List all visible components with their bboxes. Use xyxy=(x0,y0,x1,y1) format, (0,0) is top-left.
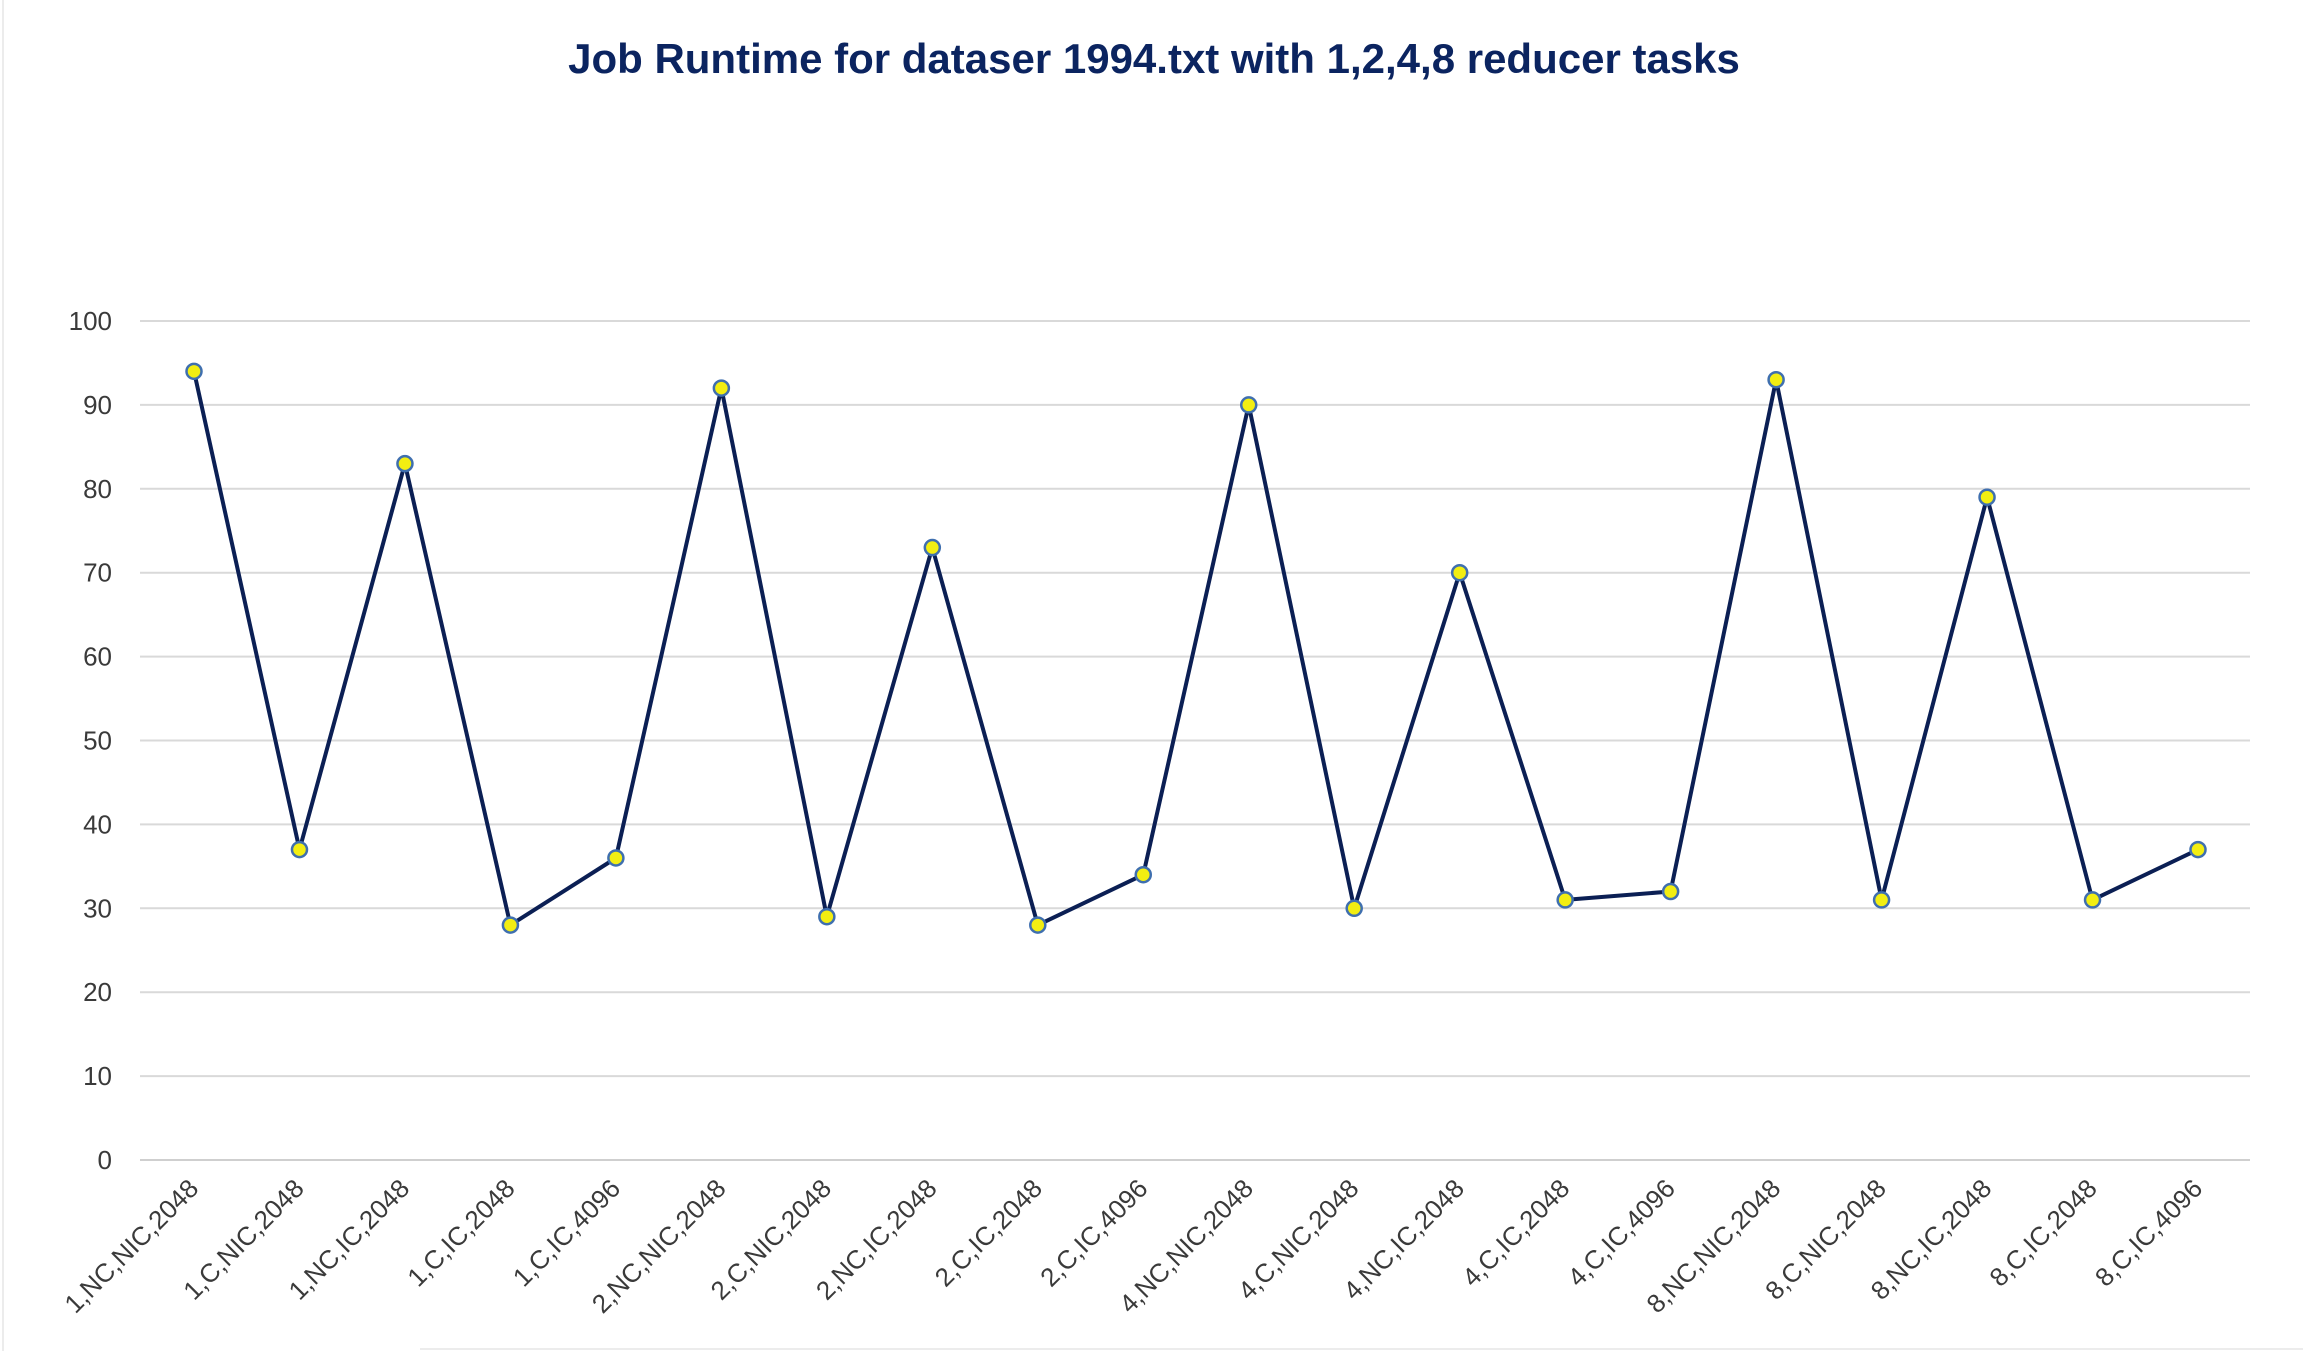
data-point xyxy=(923,538,942,557)
data-point xyxy=(2189,840,2207,859)
y-tick-label: 70 xyxy=(83,558,112,588)
y-tick-label: 20 xyxy=(83,977,112,1007)
data-point xyxy=(607,849,625,867)
y-tick-label: 10 xyxy=(83,1061,112,1091)
x-tick-label: 4,C,IC,2048 xyxy=(1456,1173,1575,1292)
gridlines xyxy=(140,320,2250,1161)
data-point xyxy=(501,916,520,934)
series-line xyxy=(192,369,2200,928)
data-point xyxy=(396,454,414,473)
data-point xyxy=(1978,488,1996,506)
y-tick-label: 50 xyxy=(83,726,112,756)
y-axis-tick-labels: 0 10 20 30 40 50 60 70 80 90 100 xyxy=(69,306,112,1175)
y-tick-label: 40 xyxy=(83,809,112,839)
data-point xyxy=(1767,370,1785,389)
data-point xyxy=(712,379,731,397)
y-tick-label: 30 xyxy=(83,893,112,923)
x-tick-label: 2,C,IC,2048 xyxy=(929,1173,1048,1292)
y-tick-label: 90 xyxy=(83,390,112,420)
data-point xyxy=(1556,891,1574,909)
data-markers xyxy=(185,362,2207,934)
data-point xyxy=(2083,891,2102,909)
data-point xyxy=(185,362,203,381)
x-tick-label: 8,C,IC,4096 xyxy=(2089,1173,2208,1292)
chart-title: Job Runtime for dataser 1994.txt with 1,… xyxy=(568,35,1740,82)
data-point xyxy=(1239,396,1258,414)
x-tick-label: 1,C,IC,2048 xyxy=(401,1173,520,1292)
series-layer xyxy=(192,369,2200,928)
x-tick-label: 1,NC,NIC,2048 xyxy=(58,1173,204,1319)
data-point xyxy=(1029,916,1047,934)
data-point xyxy=(1661,882,1680,901)
y-tick-label: 100 xyxy=(69,306,112,336)
data-point xyxy=(1450,563,1469,582)
x-axis-tick-labels: 1,NC,NIC,20481,C,NIC,20481,NC,IC,20481,C… xyxy=(58,1173,2208,1319)
y-tick-label: 80 xyxy=(83,474,112,504)
data-point xyxy=(1134,865,1153,884)
data-point xyxy=(290,840,309,859)
x-tick-label: 8,C,IC,2048 xyxy=(1983,1173,2102,1292)
data-point xyxy=(818,907,836,926)
y-tick-label: 0 xyxy=(98,1145,112,1175)
data-point xyxy=(1345,899,1363,918)
data-point xyxy=(1872,891,1891,909)
y-tick-label: 60 xyxy=(83,642,112,672)
